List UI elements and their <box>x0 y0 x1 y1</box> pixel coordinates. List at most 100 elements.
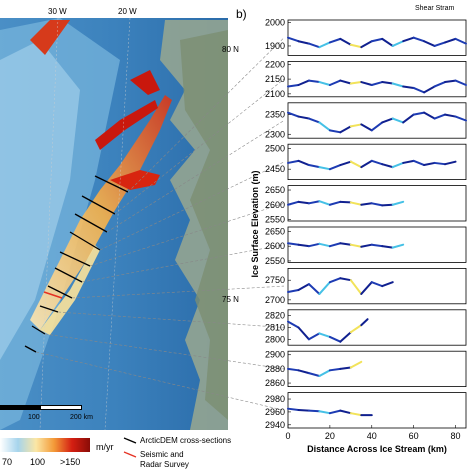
profile-line-segment <box>433 161 447 166</box>
y-tick-label: 2600 <box>265 241 285 251</box>
arcticdem-cross-sections <box>24 175 129 353</box>
profile-line-segment <box>391 117 405 124</box>
profile-line-segment <box>444 160 457 166</box>
profile-line-segment <box>328 37 342 44</box>
profile-line-segment <box>307 242 321 248</box>
x-tick-label: 60 <box>409 431 419 441</box>
profile-line-segment <box>360 202 373 206</box>
profile-line-segment <box>297 79 310 86</box>
profile-line-segment <box>381 203 394 207</box>
y-tick-label: 2550 <box>265 256 285 266</box>
profile-line-segment <box>318 410 331 415</box>
profile-line-segment <box>339 277 352 282</box>
profile-connector <box>81 244 285 283</box>
profile-line-segment <box>349 160 363 169</box>
profile-line-segment <box>349 43 363 49</box>
profile-line-segment <box>318 121 331 132</box>
profile-line-segment <box>287 289 300 293</box>
profile-panel-8 <box>287 309 467 346</box>
y-tick-label: 2900 <box>265 350 285 360</box>
x-tick-label: 0 <box>285 431 290 441</box>
profile-line-segment <box>318 242 331 248</box>
profile-line-segment <box>381 163 394 169</box>
profile-line-segment <box>454 37 467 45</box>
x-tick-label: 40 <box>367 431 377 441</box>
profile-line-segment <box>328 277 342 284</box>
profile-line-segment <box>423 161 436 167</box>
y-tick-label: 2980 <box>265 394 285 404</box>
y-tick-label: 2600 <box>265 200 285 210</box>
profile-line-segment <box>339 242 352 246</box>
y-tick-label: 2200 <box>265 59 285 69</box>
profile-line-segment <box>402 36 415 43</box>
scalebar-label-200: 200 km <box>70 414 93 421</box>
y-tick-label: 2450 <box>265 164 285 174</box>
scalebar-label-100: 100 <box>28 414 40 421</box>
profile-line-segment <box>287 407 300 411</box>
profile-line-segment <box>318 166 331 171</box>
y-tick-label: 2500 <box>265 143 285 153</box>
profile-line-segment <box>339 409 352 415</box>
seismic-radar-line <box>43 291 63 299</box>
profile-line-segment <box>287 159 300 164</box>
profile-line-segment <box>339 79 352 85</box>
y-tick-label: 2820 <box>265 311 285 321</box>
colorbar-tick-100: 100 <box>30 457 45 467</box>
profile-line-segment <box>307 117 321 124</box>
profile-line-segment <box>349 201 363 206</box>
profile-panel-7 <box>287 267 467 305</box>
y-tick-label: 2810 <box>265 323 285 333</box>
profile-line-segment <box>360 281 373 295</box>
lat-label-80n: 80 N <box>222 45 239 54</box>
x-axis-label: Distance Across Ice Stream (km) <box>307 444 447 454</box>
profile-panel-1 <box>287 19 467 56</box>
profile-line-segment <box>349 324 363 334</box>
y-axis-label: Ice Surface Elevation (m) <box>250 170 260 277</box>
profile-line-segment <box>370 81 384 86</box>
profile-connector <box>114 78 285 215</box>
profile-panels: 2000 1900 2200 2150 2100 2350 2300 2500 2450 2650… <box>265 17 467 441</box>
profile-line-segment <box>287 111 300 118</box>
profile-line-segment <box>423 85 436 94</box>
profile-line-segment <box>402 85 415 89</box>
profile-line-segment <box>328 200 342 206</box>
profile-line-segment <box>360 159 373 169</box>
colorbar-tick-70: 70 <box>2 457 12 467</box>
y-tick-label: 2300 <box>265 129 285 139</box>
profile-line-segment <box>307 42 321 49</box>
profile-line-segment <box>328 164 342 171</box>
profile-line-segment <box>349 412 363 417</box>
x-tick-label: 80 <box>451 431 461 441</box>
profile-line-segment <box>370 202 384 207</box>
profile-connectors <box>35 37 285 411</box>
y-tick-label: 2650 <box>265 226 285 236</box>
profile-line-segment <box>339 331 352 343</box>
profile-line-segment <box>349 123 363 128</box>
profile-line-segment <box>307 79 321 84</box>
profile-panel-5 <box>287 185 467 222</box>
profile-line-segment <box>297 200 310 205</box>
profile-line-segment <box>287 320 300 329</box>
legend-seismic-label-2: Radar Survey <box>140 460 189 469</box>
colorbar-unit: m/yr <box>96 442 114 452</box>
profile-line-segment <box>297 40 310 45</box>
profile-line-segment <box>328 367 342 372</box>
y-tick-label: 2700 <box>265 295 285 305</box>
profile-line-segment <box>287 84 300 88</box>
profile-line-segment <box>381 245 394 249</box>
y-tick-label: 2960 <box>265 407 285 417</box>
profile-line-segment <box>381 281 394 288</box>
colorbar <box>0 438 90 452</box>
legend-arcticdem-swatch <box>123 437 137 444</box>
profile-line-segment <box>360 81 373 86</box>
profile-line-segment <box>370 159 384 166</box>
profile-line-segment <box>402 113 415 124</box>
y-tick-label: 2880 <box>265 364 285 374</box>
y-tick-label: 1900 <box>265 41 285 51</box>
profile-line-segment <box>297 369 310 375</box>
profile-line-segment <box>391 161 405 169</box>
profile-line-segment <box>318 281 331 295</box>
profile-line-segment <box>423 40 436 47</box>
profile-line-segment <box>381 81 394 85</box>
profile-line-segment <box>297 326 310 341</box>
